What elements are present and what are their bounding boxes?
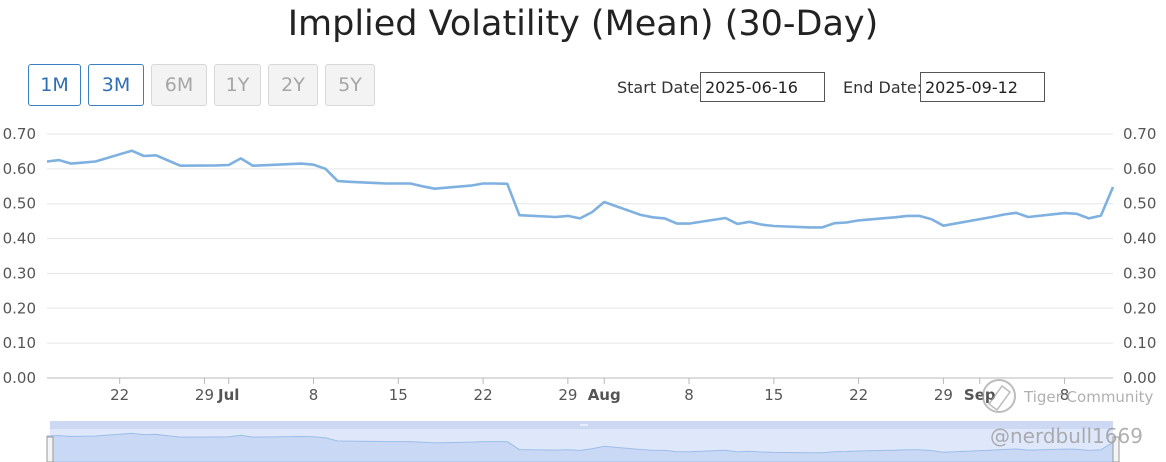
x-tick-label: 22 — [474, 386, 493, 404]
y-tick-label-left: 0.70 — [3, 125, 36, 143]
y-tick-label-right: 0.30 — [1123, 264, 1156, 282]
x-tick-label: 15 — [389, 386, 408, 404]
navigator-handle-left — [46, 436, 54, 462]
y-tick-label-left: 0.30 — [3, 264, 36, 282]
start-date-label: Start Date: — [617, 78, 705, 97]
end-date-label: End Date: — [843, 78, 923, 97]
y-tick-label-left: 0.60 — [3, 160, 36, 178]
navigator-handle-right — [1112, 436, 1120, 462]
y-tick-label-right: 0.10 — [1123, 334, 1156, 352]
range-button-6m[interactable]: 6M — [151, 64, 207, 106]
y-tick-label-left: 0.00 — [3, 369, 36, 387]
range-button-3m[interactable]: 3M — [88, 64, 144, 106]
y-tick-label-left: 0.10 — [3, 334, 36, 352]
watermark-logo-mark — [987, 384, 1012, 412]
x-tick-label: Sep — [964, 386, 996, 404]
x-tick-label: 8 — [309, 386, 319, 404]
chart-title: Implied Volatility (Mean) (30-Day) — [287, 4, 879, 44]
iv-series-line — [46, 149, 1115, 229]
x-tick-label: 29 — [195, 386, 214, 404]
navigator-series-area — [46, 432, 1114, 462]
range-button-1y[interactable]: 1Y — [214, 64, 261, 106]
watermark-logo-icon — [982, 379, 1016, 413]
x-tick-label: 29 — [934, 386, 953, 404]
y-tick-label-right: 0.40 — [1123, 230, 1156, 248]
y-tick-label-right: 0.00 — [1123, 369, 1156, 387]
y-tick-label-left: 0.20 — [3, 299, 36, 317]
y-tick-label-left: 0.50 — [3, 195, 36, 213]
end-date-input[interactable] — [920, 72, 1045, 102]
y-tick-label-left: 0.40 — [3, 230, 36, 248]
range-button-1m[interactable]: 1M — [28, 64, 81, 106]
x-tick-label: 29 — [558, 386, 577, 404]
start-date-input[interactable] — [700, 72, 825, 102]
watermark-handle: @nerdbull1669 — [990, 424, 1143, 448]
y-tick-label-right: 0.60 — [1123, 160, 1156, 178]
x-tick-label: 8 — [684, 386, 694, 404]
x-tick-label: Aug — [588, 386, 621, 404]
y-tick-label-right: 0.20 — [1123, 299, 1156, 317]
x-tick-label: 22 — [849, 386, 868, 404]
x-tick-label: 22 — [110, 386, 129, 404]
range-button-2y[interactable]: 2Y — [268, 64, 318, 106]
watermark-brand: Tiger Community — [1024, 388, 1154, 406]
x-tick-label: 8 — [1060, 386, 1070, 404]
x-tick-label: Jul — [217, 386, 239, 404]
range-button-5y[interactable]: 5Y — [325, 64, 375, 106]
y-tick-label-right: 0.50 — [1123, 195, 1156, 213]
x-tick-label: 15 — [764, 386, 783, 404]
y-tick-label-right: 0.70 — [1123, 125, 1156, 143]
